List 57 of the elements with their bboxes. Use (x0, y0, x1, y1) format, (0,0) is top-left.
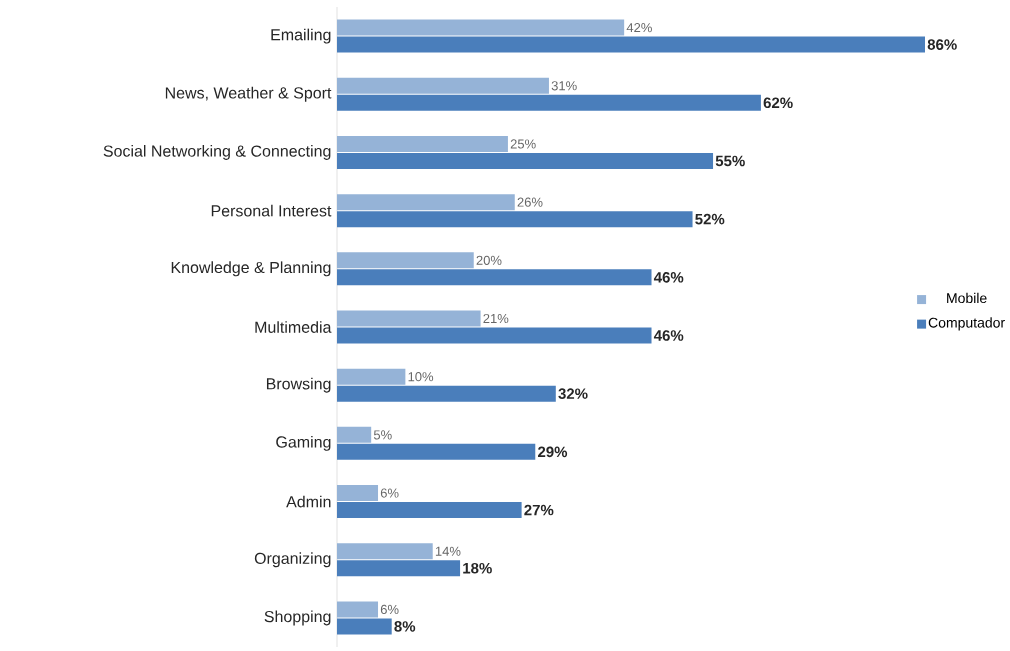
bar (337, 385, 556, 402)
bar (337, 560, 461, 577)
bar (337, 211, 693, 228)
data-label: 21% (483, 313, 509, 324)
y-tick-label: Knowledge & Planning (171, 261, 331, 277)
bar (337, 618, 392, 635)
data-label: 20% (476, 255, 502, 265)
data-label: 6% (380, 488, 399, 498)
bar (337, 252, 474, 269)
data-label: 18% (463, 562, 492, 574)
bar (337, 601, 379, 618)
bar (337, 19, 625, 36)
bar (337, 152, 714, 169)
bar (337, 368, 406, 385)
bar (337, 194, 515, 211)
y-tick-label: Emailing (271, 28, 331, 44)
y-tick-label: Personal Interest (211, 204, 332, 217)
data-label: 26% (517, 197, 543, 207)
data-label: 5% (373, 430, 392, 440)
data-label: 6% (380, 604, 399, 615)
bar (337, 485, 379, 502)
data-label: 32% (558, 388, 588, 400)
data-label: 8% (394, 621, 416, 632)
data-label: 62% (763, 97, 793, 109)
y-tick-label: Social Networking & Connecting (103, 145, 331, 160)
bar (337, 443, 536, 460)
bar (337, 135, 508, 152)
data-label: 27% (524, 504, 554, 516)
data-label: 14% (435, 546, 461, 556)
y-tick-label: Browsing (266, 377, 331, 393)
data-label: 55% (715, 155, 745, 167)
y-tick-label: News, Weather & Sport (165, 86, 332, 102)
y-tick-label: Admin (286, 495, 331, 508)
y-tick-label: Multimedia (255, 321, 332, 333)
legend-label: Mobile (947, 292, 987, 304)
bar (337, 543, 433, 560)
y-tick-label: Organizing (254, 552, 331, 568)
data-label: 31% (551, 81, 577, 91)
bar (337, 77, 549, 94)
bar (337, 310, 481, 327)
data-label: 25% (510, 139, 536, 149)
bar (337, 269, 652, 286)
y-tick-label: Shopping (264, 610, 331, 626)
bar (337, 94, 761, 111)
y-tick-label: Gaming (276, 435, 331, 451)
bar (337, 36, 925, 53)
data-label: 10% (408, 372, 434, 382)
data-label: 52% (695, 213, 725, 225)
bar (337, 327, 652, 344)
bar (337, 426, 372, 443)
data-label: 86% (927, 39, 957, 50)
legend-label: Computador (928, 317, 1005, 331)
data-label: 46% (653, 272, 684, 283)
data-label: 46% (653, 330, 684, 341)
data-label: 42% (626, 23, 652, 33)
data-label: 29% (538, 446, 568, 458)
bar (337, 502, 522, 519)
